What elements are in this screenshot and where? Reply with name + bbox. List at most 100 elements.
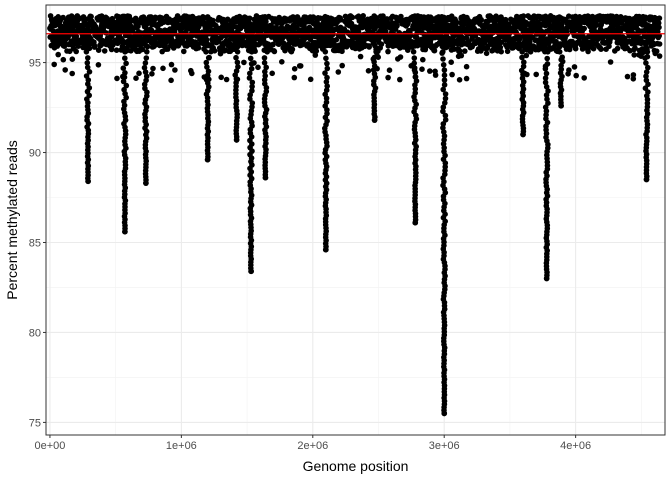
y-axis-title: Percent methylated reads	[4, 140, 20, 300]
data-point	[204, 64, 210, 70]
data-point	[357, 53, 364, 60]
data-point	[412, 86, 419, 92]
data-point	[136, 70, 142, 77]
data-point	[523, 52, 530, 59]
data-point	[337, 17, 344, 23]
data-point	[581, 75, 587, 81]
data-point	[142, 60, 149, 66]
data-point	[498, 48, 505, 55]
x-tick-label: 0e+00	[34, 440, 65, 452]
data-point	[122, 228, 128, 235]
data-point	[323, 95, 330, 101]
data-point	[573, 72, 579, 79]
data-point	[542, 66, 549, 72]
data-point	[69, 56, 76, 62]
data-point	[249, 83, 255, 90]
data-point	[572, 45, 579, 52]
data-point	[606, 43, 612, 50]
data-point	[441, 82, 448, 88]
data-point	[144, 43, 151, 50]
data-point	[442, 95, 449, 102]
data-point	[248, 268, 254, 275]
data-point	[218, 74, 224, 81]
data-point	[261, 60, 268, 66]
data-point	[607, 59, 614, 65]
data-point	[502, 16, 509, 23]
data-point	[366, 44, 373, 50]
y-tick-label: 75	[29, 417, 41, 429]
data-point	[247, 92, 253, 98]
data-point	[412, 74, 419, 80]
data-point	[95, 47, 102, 53]
data-point	[556, 49, 563, 55]
data-point	[335, 69, 342, 75]
data-point	[149, 71, 155, 77]
data-point	[453, 18, 459, 25]
data-point	[247, 15, 253, 22]
data-point	[440, 56, 446, 62]
data-point	[141, 81, 148, 88]
data-point	[483, 50, 490, 57]
data-point	[411, 55, 418, 61]
data-point	[291, 74, 298, 81]
data-point	[339, 62, 346, 69]
data-point	[249, 49, 255, 55]
data-point	[247, 70, 253, 77]
data-point	[322, 49, 329, 55]
data-point	[656, 53, 663, 59]
data-point	[385, 74, 391, 81]
data-point	[101, 48, 108, 54]
data-point	[456, 77, 463, 83]
data-point	[463, 75, 470, 82]
data-point	[543, 70, 550, 77]
data-point	[324, 74, 330, 81]
data-point	[420, 56, 426, 63]
data-point	[88, 13, 94, 20]
data-point	[143, 73, 150, 80]
x-tick-label: 1e+06	[166, 440, 197, 452]
data-point	[122, 70, 128, 76]
data-point	[85, 178, 91, 185]
data-point	[463, 63, 470, 70]
data-point	[411, 65, 418, 71]
data-point	[69, 70, 75, 77]
data-point	[559, 20, 565, 27]
data-point	[84, 64, 91, 71]
data-point	[650, 34, 656, 40]
data-point	[526, 39, 533, 46]
data-point	[120, 78, 127, 85]
data-point	[386, 67, 393, 73]
data-point	[441, 77, 448, 83]
data-point	[614, 45, 621, 52]
data-point	[655, 20, 662, 26]
x-axis-title: Genome position	[303, 458, 409, 474]
data-point	[395, 56, 401, 62]
data-point	[380, 13, 386, 19]
data-point	[123, 82, 130, 89]
data-point	[521, 59, 527, 65]
data-point	[427, 68, 433, 74]
data-point	[644, 49, 651, 55]
data-point	[108, 46, 115, 53]
data-point	[558, 103, 564, 109]
data-point	[211, 48, 218, 54]
data-point	[120, 65, 127, 71]
data-point	[360, 13, 367, 19]
data-point	[51, 61, 57, 68]
data-point	[333, 37, 340, 43]
data-point	[122, 55, 128, 61]
data-point	[643, 60, 649, 66]
data-point	[410, 49, 417, 55]
data-point	[642, 55, 648, 61]
data-point	[62, 67, 68, 73]
data-point	[262, 174, 269, 181]
data-point	[150, 65, 156, 72]
data-point	[412, 69, 419, 76]
data-point	[448, 59, 455, 65]
data-point	[203, 59, 210, 66]
data-point	[84, 60, 91, 66]
data-point	[241, 59, 247, 66]
data-point	[323, 55, 329, 62]
data-point	[571, 64, 578, 70]
data-point	[542, 79, 549, 86]
